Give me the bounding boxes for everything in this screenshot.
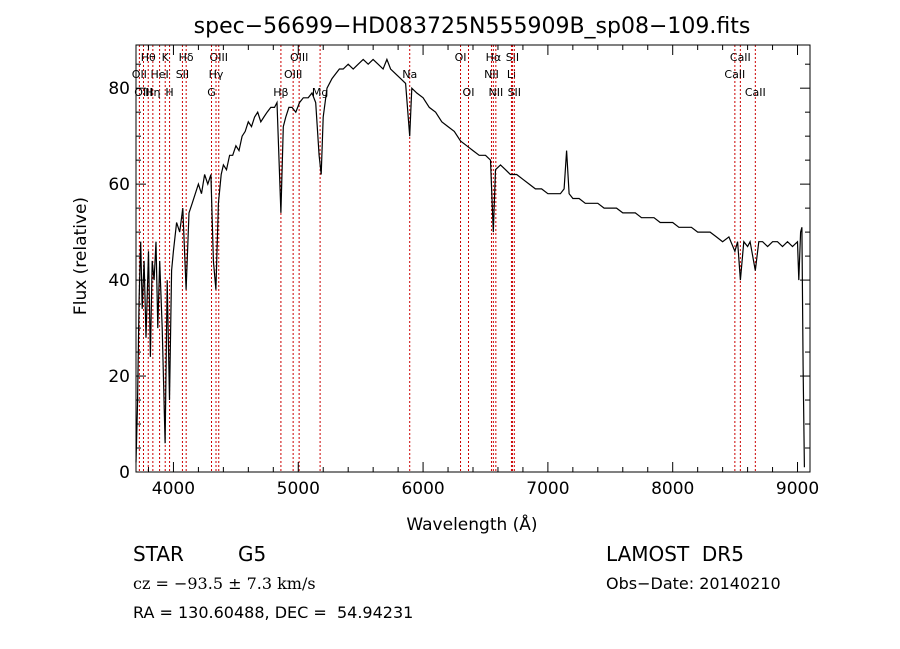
line-marker-label: CaII (745, 86, 766, 99)
line-marker-label: CaII (724, 68, 745, 81)
x-tick-label: 5000 (277, 479, 320, 499)
y-tick-label: 40 (108, 271, 130, 291)
plot-frame (135, 44, 811, 473)
coordinates: RA = 130.60488, DEC = 54.94231 (133, 603, 414, 622)
chart-title: spec−56699−HD083725N555909B_sp08−109.fit… (194, 14, 751, 39)
object-subclass: G5 (238, 542, 267, 566)
line-marker-label: Hη (145, 86, 160, 99)
x-tick-label: 8000 (651, 479, 694, 499)
line-marker-label: NII (488, 86, 503, 99)
line-marker-label: Hδ (179, 51, 194, 64)
line-marker-label: G (207, 86, 216, 99)
line-marker-label: CaII (730, 51, 751, 64)
object-class: STAR (133, 542, 184, 566)
axis-ticks: 4000 5000 6000 7000 8000 9000 0 20 40 60 80 (108, 45, 819, 499)
line-marker-label: SII (508, 86, 521, 99)
x-axis-label: Wavelength (Å) (406, 513, 537, 535)
spectrum-series-line (135, 57, 805, 468)
x-tick-label: 6000 (401, 479, 444, 499)
x-tick-label: 4000 (152, 479, 195, 499)
line-marker-label: OIII (290, 51, 308, 64)
line-marker-label: Na (402, 68, 417, 81)
line-marker-label: Li (507, 68, 516, 81)
line-marker-label: Hθ (141, 51, 156, 64)
line-marker-label: Hα (486, 51, 502, 64)
line-marker-label: OIII (284, 68, 302, 81)
line-marker-label: H (165, 86, 173, 99)
line-marker-label: Hβ (273, 86, 288, 99)
line-marker-label: SII (506, 51, 519, 64)
line-marker-label: SII (176, 68, 189, 81)
y-tick-label: 60 (108, 175, 130, 195)
survey-name: LAMOST DR5 (606, 542, 744, 566)
y-tick-label: 0 (119, 463, 130, 483)
line-marker-label: OII (132, 68, 147, 81)
observation-date: Obs−Date: 20140210 (606, 574, 781, 593)
line-marker-label: HeI (150, 68, 168, 81)
redshift-cz: cz = −93.5 ± 7.3 km/s (133, 574, 316, 593)
line-marker-label: OIII (134, 86, 152, 99)
line-marker-label: NII (484, 68, 499, 81)
x-tick-label: 9000 (776, 479, 819, 499)
y-tick-label: 80 (108, 79, 130, 99)
line-marker-label: K (162, 51, 170, 64)
line-marker-label: OI (463, 86, 475, 99)
line-marker-label: Hγ (209, 68, 224, 81)
y-tick-label: 20 (108, 367, 130, 387)
y-axis-label: Flux (relative) (71, 197, 91, 315)
x-tick-label: 7000 (526, 479, 569, 499)
line-marker-label: OI (455, 51, 467, 64)
line-marker-label: Mg (312, 86, 328, 99)
line-marker-label: OIII (210, 51, 228, 64)
